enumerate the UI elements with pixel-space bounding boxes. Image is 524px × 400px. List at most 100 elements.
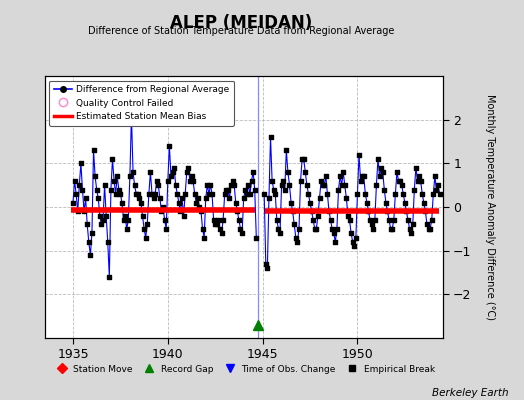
Point: [197, 208, 205, 214]
Point: [225, 195, 234, 202]
Point: [317, 178, 325, 184]
Point: [410, 186, 419, 193]
Point: [435, 191, 444, 197]
Point: [252, 234, 260, 241]
Point: [236, 226, 245, 232]
Point: [154, 182, 162, 188]
Point: [137, 200, 145, 206]
Legend: Station Move, Record Gap, Time of Obs. Change, Empirical Break: Station Move, Record Gap, Time of Obs. C…: [50, 362, 438, 376]
Point: [292, 234, 300, 241]
Point: [370, 217, 379, 223]
Point: [110, 178, 118, 184]
Point: [320, 182, 329, 188]
Point: [404, 217, 412, 223]
Point: [160, 217, 169, 223]
Point: [261, 260, 270, 267]
Point: [272, 217, 281, 223]
Point: [89, 147, 97, 154]
Point: [282, 147, 290, 154]
Point: [420, 200, 428, 206]
Point: [214, 217, 223, 223]
Point: [428, 217, 436, 223]
Point: [399, 191, 408, 197]
Point: [311, 226, 319, 232]
Point: [208, 191, 216, 197]
Point: [163, 178, 172, 184]
Point: [241, 186, 249, 193]
Point: [277, 182, 286, 188]
Point: [203, 182, 212, 188]
Point: [187, 173, 195, 180]
Text: Difference of Station Temperature Data from Regional Average: Difference of Station Temperature Data f…: [88, 26, 394, 36]
Point: [227, 182, 235, 188]
Point: [280, 186, 289, 193]
Point: [366, 217, 374, 223]
Point: [355, 151, 363, 158]
Point: [363, 200, 371, 206]
Point: [285, 182, 293, 188]
Y-axis label: Monthly Temperature Anomaly Difference (°C): Monthly Temperature Anomaly Difference (…: [485, 94, 496, 320]
Point: [233, 208, 242, 214]
Point: [184, 164, 192, 171]
Point: [413, 178, 422, 184]
Point: [124, 217, 133, 223]
Point: [91, 173, 100, 180]
Point: [300, 156, 308, 162]
Point: [102, 212, 111, 219]
Point: [315, 195, 324, 202]
Point: [70, 178, 79, 184]
Point: [434, 182, 442, 188]
Point: [96, 212, 104, 219]
Point: [244, 182, 253, 188]
Point: [378, 169, 387, 175]
Text: Berkeley Earth: Berkeley Earth: [432, 388, 508, 398]
Point: [239, 195, 248, 202]
Point: [386, 226, 395, 232]
Point: [334, 186, 343, 193]
Point: [268, 178, 276, 184]
Point: [119, 217, 128, 223]
Point: [202, 195, 210, 202]
Point: [129, 169, 137, 175]
Point: [213, 221, 221, 228]
Point: [140, 226, 148, 232]
Point: [276, 230, 284, 236]
Point: [391, 191, 400, 197]
Point: [156, 195, 164, 202]
Point: [127, 112, 136, 118]
Point: [293, 239, 302, 245]
Point: [396, 178, 405, 184]
Point: [108, 156, 117, 162]
Point: [431, 173, 439, 180]
Point: [388, 226, 396, 232]
Point: [121, 212, 129, 219]
Point: [115, 186, 123, 193]
Point: [210, 217, 218, 223]
Point: [361, 191, 369, 197]
Point: [173, 191, 181, 197]
Point: [337, 182, 346, 188]
Point: [81, 195, 90, 202]
Point: [181, 191, 189, 197]
Point: [250, 186, 259, 193]
Point: [222, 186, 231, 193]
Point: [424, 226, 433, 232]
Point: [159, 204, 167, 210]
Point: [409, 221, 417, 228]
Point: [421, 208, 430, 214]
Point: [271, 191, 279, 197]
Point: [84, 239, 93, 245]
Point: [192, 200, 201, 206]
Point: [297, 178, 305, 184]
Point: [152, 178, 161, 184]
Point: [171, 182, 180, 188]
Point: [341, 182, 349, 188]
Point: [179, 212, 188, 219]
Point: [149, 195, 158, 202]
Point: [356, 178, 365, 184]
Point: [375, 173, 384, 180]
Point: [247, 178, 256, 184]
Point: [107, 186, 115, 193]
Point: [86, 252, 94, 258]
Point: [224, 186, 232, 193]
